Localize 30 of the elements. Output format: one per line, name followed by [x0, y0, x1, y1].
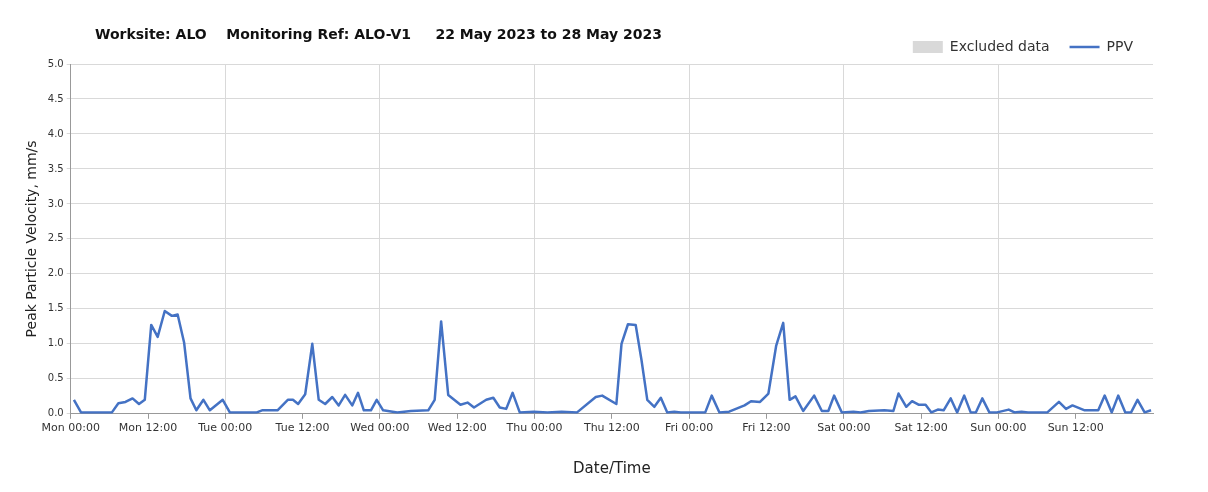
x-tick-label: Fri 00:00	[665, 421, 714, 435]
x-tick-label: Thu 12:00	[582, 421, 640, 435]
x-tick-label: Sat 00:00	[817, 421, 871, 435]
x-tick-label: Sun 12:00	[1047, 421, 1104, 435]
y-tick-label: 3.5	[47, 162, 64, 174]
chart-title: Worksite: ALO Monitoring Ref: ALO-V1 22 May 2023 to 28 May 2023	[95, 26, 663, 42]
y-tick-label: 5.0	[47, 57, 64, 69]
x-tick-label: Fri 12:00	[742, 421, 791, 435]
x-tick-label: Wed 00:00	[350, 421, 410, 435]
y-tick-label: 0.5	[47, 372, 64, 384]
x-tick-label: Mon 00:00	[41, 421, 100, 435]
y-axis-title: Peak Particle Velocity, mm/s	[23, 140, 40, 338]
x-tick-label: Thu 00:00	[505, 421, 563, 435]
x-tick-label: Mon 12:00	[118, 421, 178, 435]
x-tick-label: Tue 00:00	[197, 421, 253, 435]
y-tick-label: 1.0	[47, 337, 64, 349]
y-tick-label: 1.5	[47, 302, 64, 314]
y-tick-label: 3.0	[47, 197, 64, 209]
x-tick-label: Sun 00:00	[970, 421, 1027, 435]
x-tick-label: Tue 12:00	[274, 421, 330, 435]
y-tick-label: 4.0	[47, 127, 64, 139]
y-tick-label: 2.0	[47, 267, 64, 279]
y-tick-label: 0.0	[47, 407, 64, 419]
legend-label: Excluded data	[949, 37, 1050, 54]
y-tick-label: 2.5	[47, 232, 64, 244]
x-tick-label: Wed 12:00	[427, 421, 487, 435]
x-tick-label: Sat 12:00	[894, 421, 948, 435]
y-tick-label: 4.5	[47, 92, 64, 104]
legend-label: PPV	[1106, 37, 1134, 54]
x-axis-title: Date/Time	[573, 458, 651, 477]
